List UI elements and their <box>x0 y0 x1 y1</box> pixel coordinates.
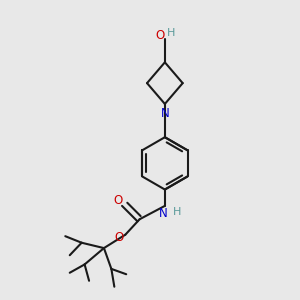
Text: O: O <box>155 29 164 42</box>
Text: N: N <box>160 107 169 120</box>
Text: O: O <box>113 194 122 207</box>
Text: N: N <box>159 207 168 220</box>
Text: O: O <box>114 231 123 244</box>
Text: H: H <box>167 28 176 38</box>
Text: H: H <box>173 207 182 218</box>
